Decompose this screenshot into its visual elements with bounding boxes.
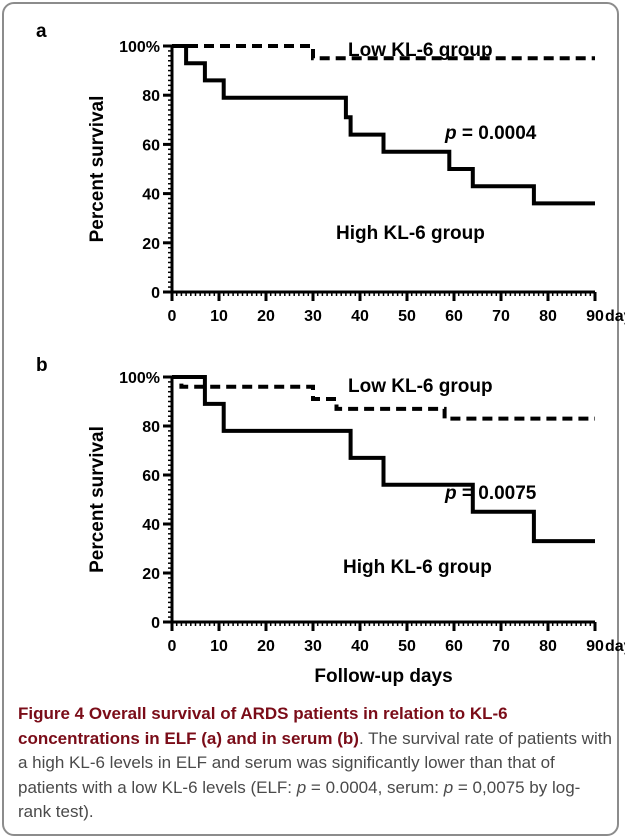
x-tick-label: 10: [210, 638, 228, 655]
series-low-kl6-line: [172, 44, 595, 61]
x-tick-label: 20: [257, 308, 275, 325]
caption-text-3b: = 0.0004,: [306, 777, 383, 797]
x-tick-label: 80: [539, 308, 557, 325]
x-tick-label: 60: [445, 638, 463, 655]
panel-label-a: a: [36, 21, 47, 42]
x-tick-label: 70: [492, 638, 510, 655]
y-tick-label: 20: [142, 236, 160, 253]
chart-panel-a: a 0 20 40 60 80 100% 0 10 20 30 40 50 60 70 80 90days Per…: [36, 21, 625, 325]
y-tick-label: 60: [142, 137, 160, 154]
x-tick-label: 80: [539, 638, 557, 655]
y-tick-label: 100%: [119, 370, 160, 387]
caption-p-symbol-1: p: [296, 777, 307, 797]
p-value: = 0.0075: [457, 483, 537, 504]
x-tick-label: 90: [586, 638, 604, 655]
x-tick-label: 40: [351, 638, 369, 655]
caption-text-4a: serum:: [387, 777, 444, 797]
series-label-high-kl6: High KL-6 group: [336, 223, 485, 244]
x-tick-label: 0: [168, 638, 177, 655]
x-tick-label: 0: [168, 308, 177, 325]
y-axis-label: Percent survival: [87, 426, 108, 573]
panel-label-b: b: [36, 355, 48, 376]
series-label-high-kl6: High KL-6 group: [343, 557, 492, 578]
y-tick-label: 0: [151, 285, 160, 302]
p-symbol: p: [444, 123, 457, 144]
figure-charts: a020406080100%0102030405060708090daysPer…: [36, 21, 625, 687]
y-axis-label: Percent survival: [87, 96, 108, 243]
x-unit-label: days: [605, 308, 625, 325]
y-tick-label: 40: [142, 517, 160, 534]
y-tick-label: 40: [142, 187, 160, 204]
series-low-kl6-line: [172, 375, 595, 421]
x-tick-label: 30: [304, 638, 322, 655]
x-tick-label: 30: [304, 308, 322, 325]
y-tick-label: 80: [142, 419, 160, 436]
p-value: = 0.0004: [457, 123, 537, 144]
caption-title: Figure 4 Overall survival of ARDS patien…: [18, 704, 508, 748]
figure-caption: Figure 4 Overall survival of ARDS patien…: [18, 702, 613, 825]
p-symbol: p: [444, 483, 457, 504]
caption-text-3a: lower than that of patients with a low K…: [18, 753, 555, 797]
x-tick-label: 60: [445, 308, 463, 325]
caption-p-symbol-2: p: [443, 777, 454, 797]
series-label-low-kl6: Low KL-6 group: [348, 40, 493, 61]
x-axis-label: Follow-up days: [314, 666, 452, 687]
p-value-annotation: p = 0.0004: [444, 123, 537, 144]
x-unit-label: days: [605, 638, 625, 655]
p-value-annotation: p = 0.0075: [444, 483, 537, 504]
x-tick-label: 50: [398, 638, 416, 655]
x-tick-label: 20: [257, 638, 275, 655]
caption-text-4b: = 0,0075 by log-rank test).: [18, 777, 581, 822]
y-tick-label: 20: [142, 566, 160, 583]
series-high-kl6-line: [172, 44, 595, 206]
x-tick-label: 10: [210, 308, 228, 325]
x-tick-label: 40: [351, 308, 369, 325]
y-tick-label: 60: [142, 468, 160, 485]
series-high-kl6-line: [172, 375, 595, 544]
caption-title-text: Figure 4 Overall survival of ARDS patien…: [18, 704, 508, 748]
caption-text-1: . The survival rate of: [358, 728, 513, 748]
y-tick-label: 100%: [119, 39, 160, 56]
x-tick-label: 70: [492, 308, 510, 325]
chart-panel-b: b 0 20 40 60 80 100% 0 10 20 30 40 50 60 70 80 90days Per…: [36, 355, 625, 687]
caption-text-2: patients with a high KL-6 levels in ELF …: [18, 728, 612, 773]
y-tick-label: 80: [142, 88, 160, 105]
y-tick-label: 0: [151, 615, 160, 632]
x-tick-label: 90: [586, 308, 604, 325]
x-tick-label: 50: [398, 308, 416, 325]
series-label-low-kl6: Low KL-6 group: [348, 376, 493, 397]
